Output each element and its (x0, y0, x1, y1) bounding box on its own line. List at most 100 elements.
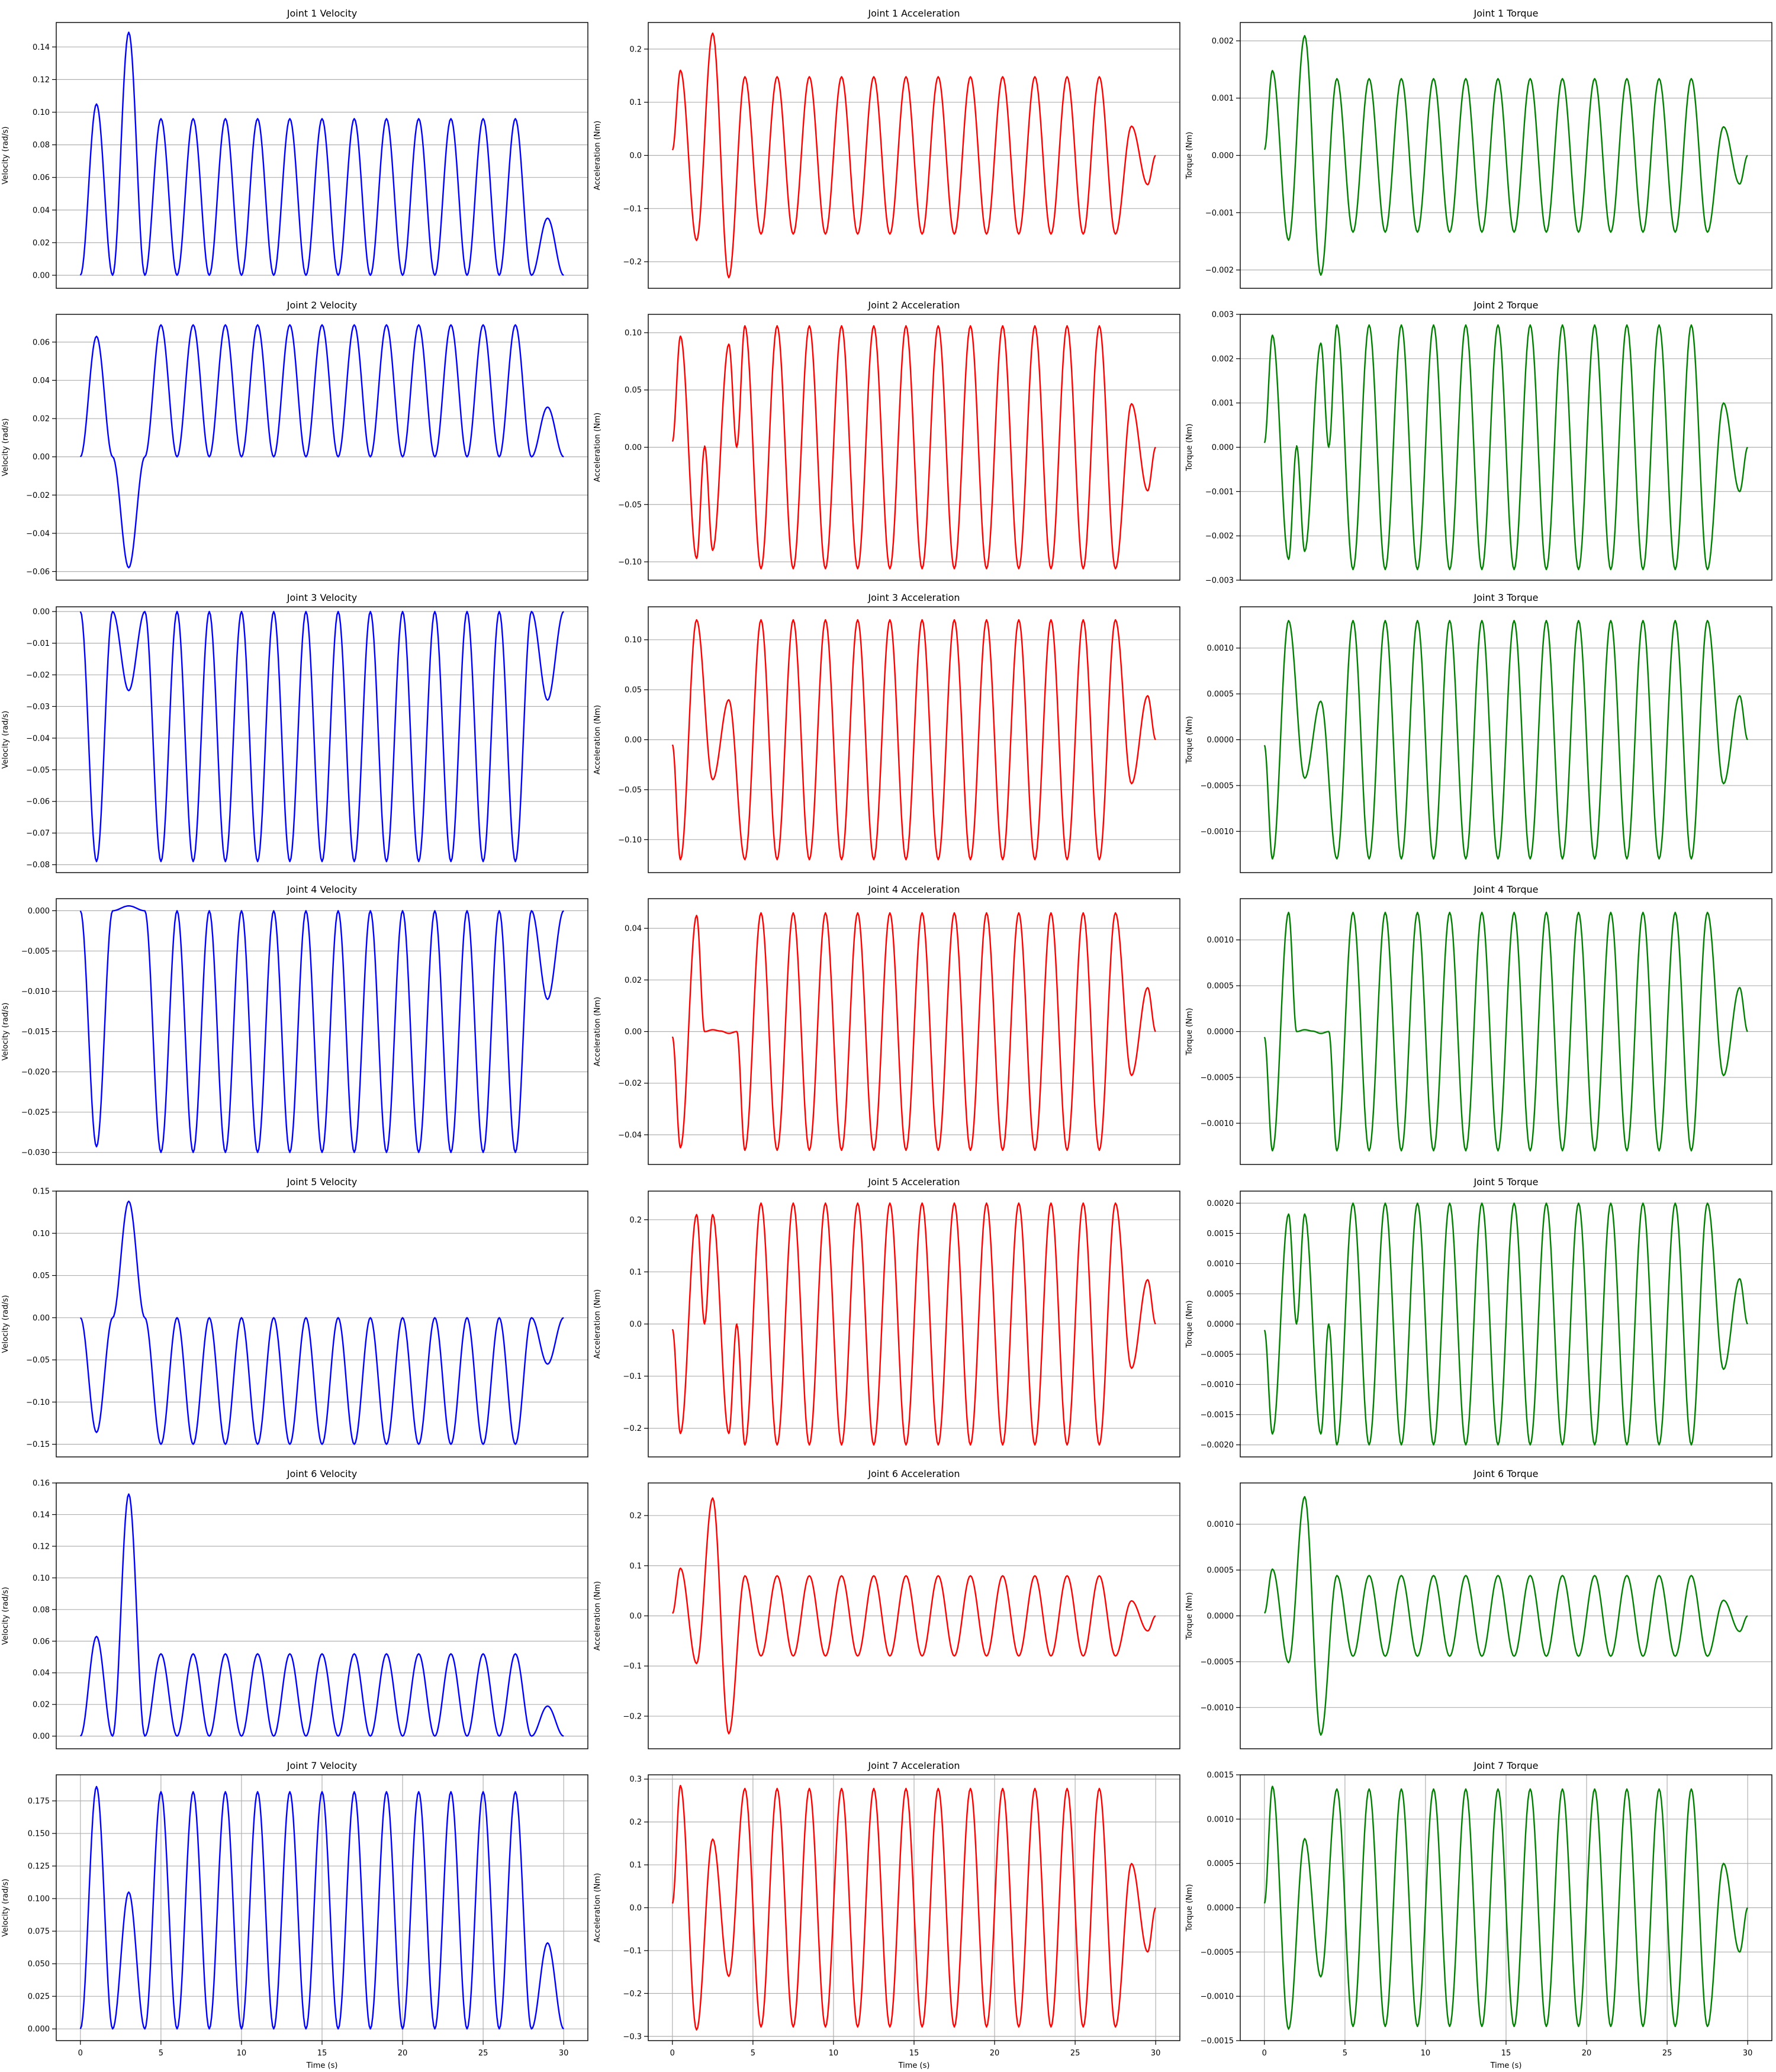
chart-title: Joint 7 Torque (1473, 1760, 1539, 1771)
y-tick-label: −0.02 (618, 1079, 642, 1088)
series-line (1263, 912, 1749, 1151)
y-tick-label: 0.08 (33, 141, 50, 150)
y-tick-label: 0.02 (33, 239, 50, 247)
y-tick-label: −0.05 (26, 766, 50, 775)
y-tick-label: 0.0015 (1207, 1771, 1234, 1780)
series-line (1263, 1785, 1749, 2030)
x-tick-label: 0 (78, 2049, 83, 2058)
x-tick-label: 20 (990, 2049, 1000, 2058)
subplot-3-1: −0.08 −0.07 −0.06 −0.05 −0.04 −0.03 −0.02 −0.01… (1, 592, 588, 873)
y-tick-label: 0.0005 (1207, 690, 1234, 699)
y-tick-label: −0.2 (623, 1424, 642, 1433)
series-line (79, 1785, 565, 2030)
plot-frame (648, 898, 1180, 1165)
x-tick-label: 20 (1582, 2049, 1592, 2058)
y-tick-label: 0.08 (33, 1606, 50, 1614)
chart-title: Joint 1 Acceleration (867, 8, 960, 19)
y-tick-label: 0.10 (625, 636, 642, 645)
y-tick-label: 0.00 (33, 1314, 50, 1323)
y-tick-label: 0.05 (625, 686, 642, 695)
subplot-2-1: −0.06 −0.04 −0.02 0.00 0.02 0.04 0.06 Joint 2 V… (1, 300, 588, 581)
x-tick-label: 5 (751, 2049, 755, 2058)
subplot-3-3: −0.0010 −0.0005 0.0000 0.0005 0.0010 Joint 3 … (1185, 592, 1772, 873)
y-tick-label: −0.0005 (1201, 1073, 1234, 1082)
y-tick-label: 0.04 (33, 206, 50, 215)
y-tick-label: 0.100 (28, 1895, 50, 1904)
y-axis-label: Torque (Nm) (1185, 1301, 1194, 1349)
plot-frame (56, 314, 588, 581)
y-tick-label: −0.0020 (1201, 1441, 1234, 1450)
y-tick-label: −0.0010 (1201, 828, 1234, 836)
chart-title: Joint 1 Torque (1473, 8, 1539, 19)
y-tick-label: 0.0005 (1207, 982, 1234, 991)
y-tick-label: −0.10 (26, 1398, 50, 1407)
y-tick-label: 0.000 (1212, 152, 1234, 160)
chart-title: Joint 1 Velocity (287, 8, 357, 19)
subplot-5-3: −0.0020 −0.0015 −0.0010 −0.0005 0.0000 0.0005… (1185, 1176, 1772, 1458)
plot-frame (1240, 606, 1772, 873)
y-tick-label: −0.2 (623, 1990, 642, 1999)
y-tick-label: 0.05 (625, 386, 642, 395)
series-line (671, 325, 1157, 570)
y-tick-label: −0.06 (26, 568, 50, 577)
subplot-3-2: −0.10 −0.05 0.00 0.05 0.10 Joint 3 Accelerati… (593, 592, 1180, 873)
series-line (671, 619, 1157, 861)
y-tick-label: −0.0005 (1201, 781, 1234, 790)
plot-frame (1240, 22, 1772, 289)
plot-frame (56, 898, 588, 1165)
series-line (1263, 1496, 1748, 1736)
y-tick-label: 0.10 (33, 108, 50, 117)
y-tick-label: −0.0005 (1201, 1948, 1234, 1957)
y-tick-label: −0.0010 (1201, 1119, 1234, 1128)
y-tick-label: −0.1 (623, 205, 642, 214)
y-tick-label: 0.05 (33, 1272, 50, 1280)
y-tick-label: 0.0015 (1207, 1230, 1234, 1238)
y-axis-label: Acceleration (Nm) (593, 705, 602, 774)
y-tick-label: 0.2 (629, 1818, 642, 1827)
x-tick-label: 25 (1662, 2049, 1672, 2058)
y-axis-label: Velocity (rad/s) (1, 1003, 10, 1061)
x-tick-label: 30 (1743, 2049, 1753, 2058)
y-tick-label: −0.0015 (1201, 1411, 1234, 1420)
y-tick-label: 0.04 (33, 377, 50, 385)
x-axis-label: Time (s) (898, 2061, 930, 2070)
y-tick-label: 0.02 (33, 1701, 50, 1710)
y-tick-label: 0.0010 (1207, 1260, 1234, 1269)
x-tick-label: 5 (159, 2049, 163, 2058)
y-tick-label: −0.0010 (1201, 1993, 1234, 2002)
y-tick-label: 0.0000 (1207, 1028, 1234, 1037)
series-line (79, 1200, 564, 1445)
chart-title: Joint 4 Acceleration (867, 884, 960, 895)
y-tick-label: 0.050 (28, 1960, 50, 1969)
y-tick-label: −0.002 (1205, 266, 1234, 275)
y-tick-label: −0.020 (21, 1068, 50, 1077)
chart-title: Joint 2 Velocity (287, 300, 357, 311)
y-tick-label: −0.10 (618, 558, 642, 567)
y-tick-label: −0.07 (26, 829, 50, 838)
y-tick-label: 0.001 (1212, 399, 1234, 408)
x-tick-label: 10 (829, 2049, 839, 2058)
x-tick-label: 30 (559, 2049, 569, 2058)
y-tick-label: 0.002 (1212, 355, 1234, 363)
y-tick-label: 0.00 (33, 1732, 50, 1741)
subplot-7-1: 0.000 0.025 0.050 0.075 0.100 0.125 0.150 0.175… (1, 1760, 588, 2070)
y-tick-label: 0.1 (629, 1562, 642, 1571)
series-line (671, 1784, 1157, 2031)
y-axis-label: Acceleration (Nm) (593, 1289, 602, 1359)
subplot-7-3: −0.0015 −0.0010 −0.0005 0.0000 0.0005 0.0010 0… (1185, 1760, 1772, 2070)
y-tick-label: 0.02 (33, 415, 50, 424)
y-tick-label: 0.1 (629, 1861, 642, 1870)
x-tick-label: 5 (1343, 2049, 1347, 2058)
y-axis-label: Acceleration (Nm) (593, 413, 602, 482)
subplot-7-2: −0.3 −0.2 −0.1 0.0 0.1 0.2 0.3 Joint 7 Accelera… (593, 1760, 1180, 2070)
y-tick-label: 0.00 (33, 453, 50, 462)
subplot-5-2: −0.2 −0.1 0.0 0.1 0.2 Joint 5 Acceleration Acc… (593, 1176, 1180, 1458)
y-tick-label: 0.002 (1212, 37, 1234, 46)
y-tick-label: −0.025 (21, 1108, 50, 1117)
y-tick-label: 0.0010 (1207, 1815, 1234, 1824)
y-tick-label: −0.001 (1205, 209, 1234, 218)
y-tick-label: 0.0 (629, 1904, 642, 1913)
plot-frame (648, 606, 1180, 873)
y-tick-label: 0.0000 (1207, 736, 1234, 745)
subplot-1-1: 0.00 0.02 0.04 0.06 0.08 0.10 0.12 0.14 Joint 1 … (1, 8, 588, 289)
